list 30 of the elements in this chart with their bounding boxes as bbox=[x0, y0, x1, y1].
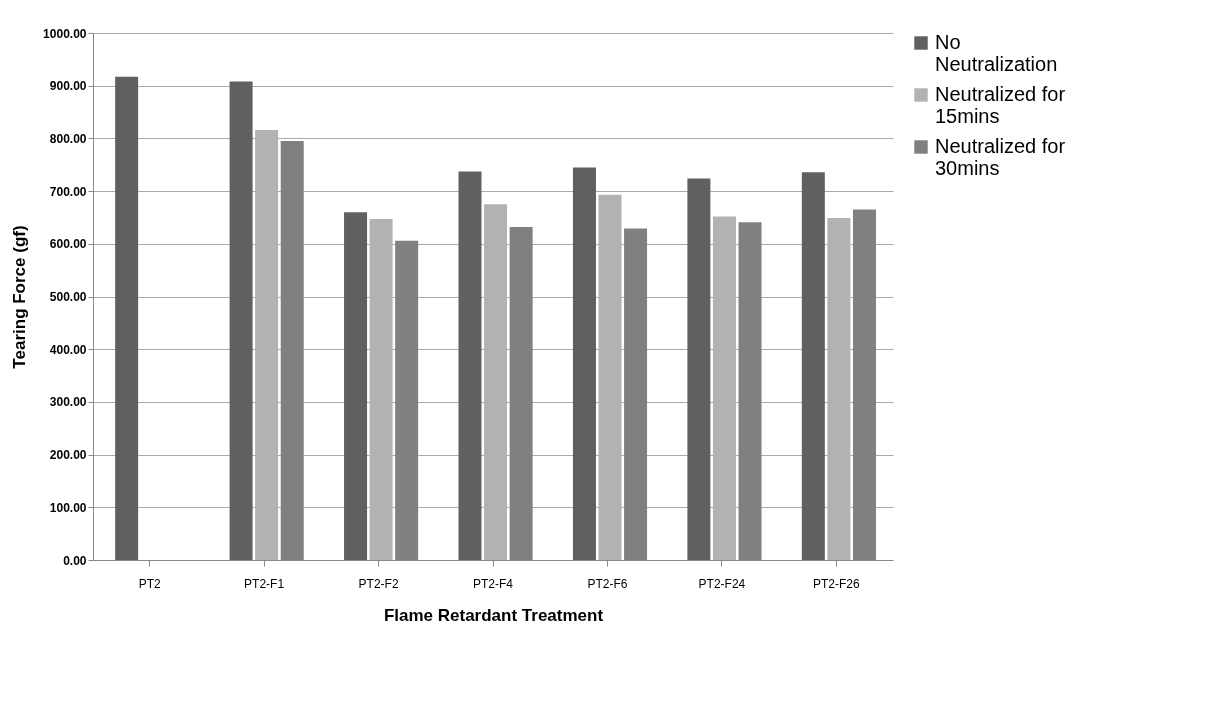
legend-label: No Neutralization bbox=[935, 31, 1058, 75]
bar bbox=[572, 167, 596, 560]
x-tick-label: PT2-F2 bbox=[358, 576, 399, 591]
y-tick-label: 700.00 bbox=[49, 184, 87, 199]
bar bbox=[458, 171, 482, 560]
y-tick-label: 200.00 bbox=[49, 448, 87, 463]
y-tick-label: 400.00 bbox=[49, 342, 87, 357]
bar bbox=[801, 172, 825, 560]
y-axis-title: Tearing Force (gf) bbox=[10, 225, 30, 369]
legend-label: Neutralized for 30mins bbox=[935, 135, 1066, 179]
bar bbox=[115, 76, 139, 560]
x-tick-label: PT2-F26 bbox=[813, 576, 861, 591]
y-tick-label: 600.00 bbox=[49, 237, 87, 252]
bar bbox=[229, 81, 253, 560]
y-tick-label: 300.00 bbox=[49, 395, 87, 410]
x-tick-label: PT2-F4 bbox=[472, 576, 514, 591]
x-tick-label: PT2-F24 bbox=[698, 576, 746, 591]
y-tick-label: 800.00 bbox=[49, 131, 87, 146]
y-tick-label: 900.00 bbox=[49, 79, 87, 94]
y-tick-label: 0.00 bbox=[63, 553, 87, 568]
y-tick-label: 1000.00 bbox=[43, 26, 87, 41]
y-tick-label: 500.00 bbox=[49, 290, 87, 304]
bar bbox=[687, 178, 711, 560]
x-tick-label: PT2-F1 bbox=[244, 576, 285, 591]
x-tick-label: PT2 bbox=[138, 576, 161, 591]
y-tick-label: 100.00 bbox=[49, 500, 87, 515]
legend-label: Neutralized for 15mins bbox=[935, 83, 1066, 127]
x-tick-label: PT2-F6 bbox=[587, 576, 628, 591]
x-axis-title: Flame Retardant Treatment bbox=[383, 605, 604, 625]
bar bbox=[344, 212, 368, 560]
